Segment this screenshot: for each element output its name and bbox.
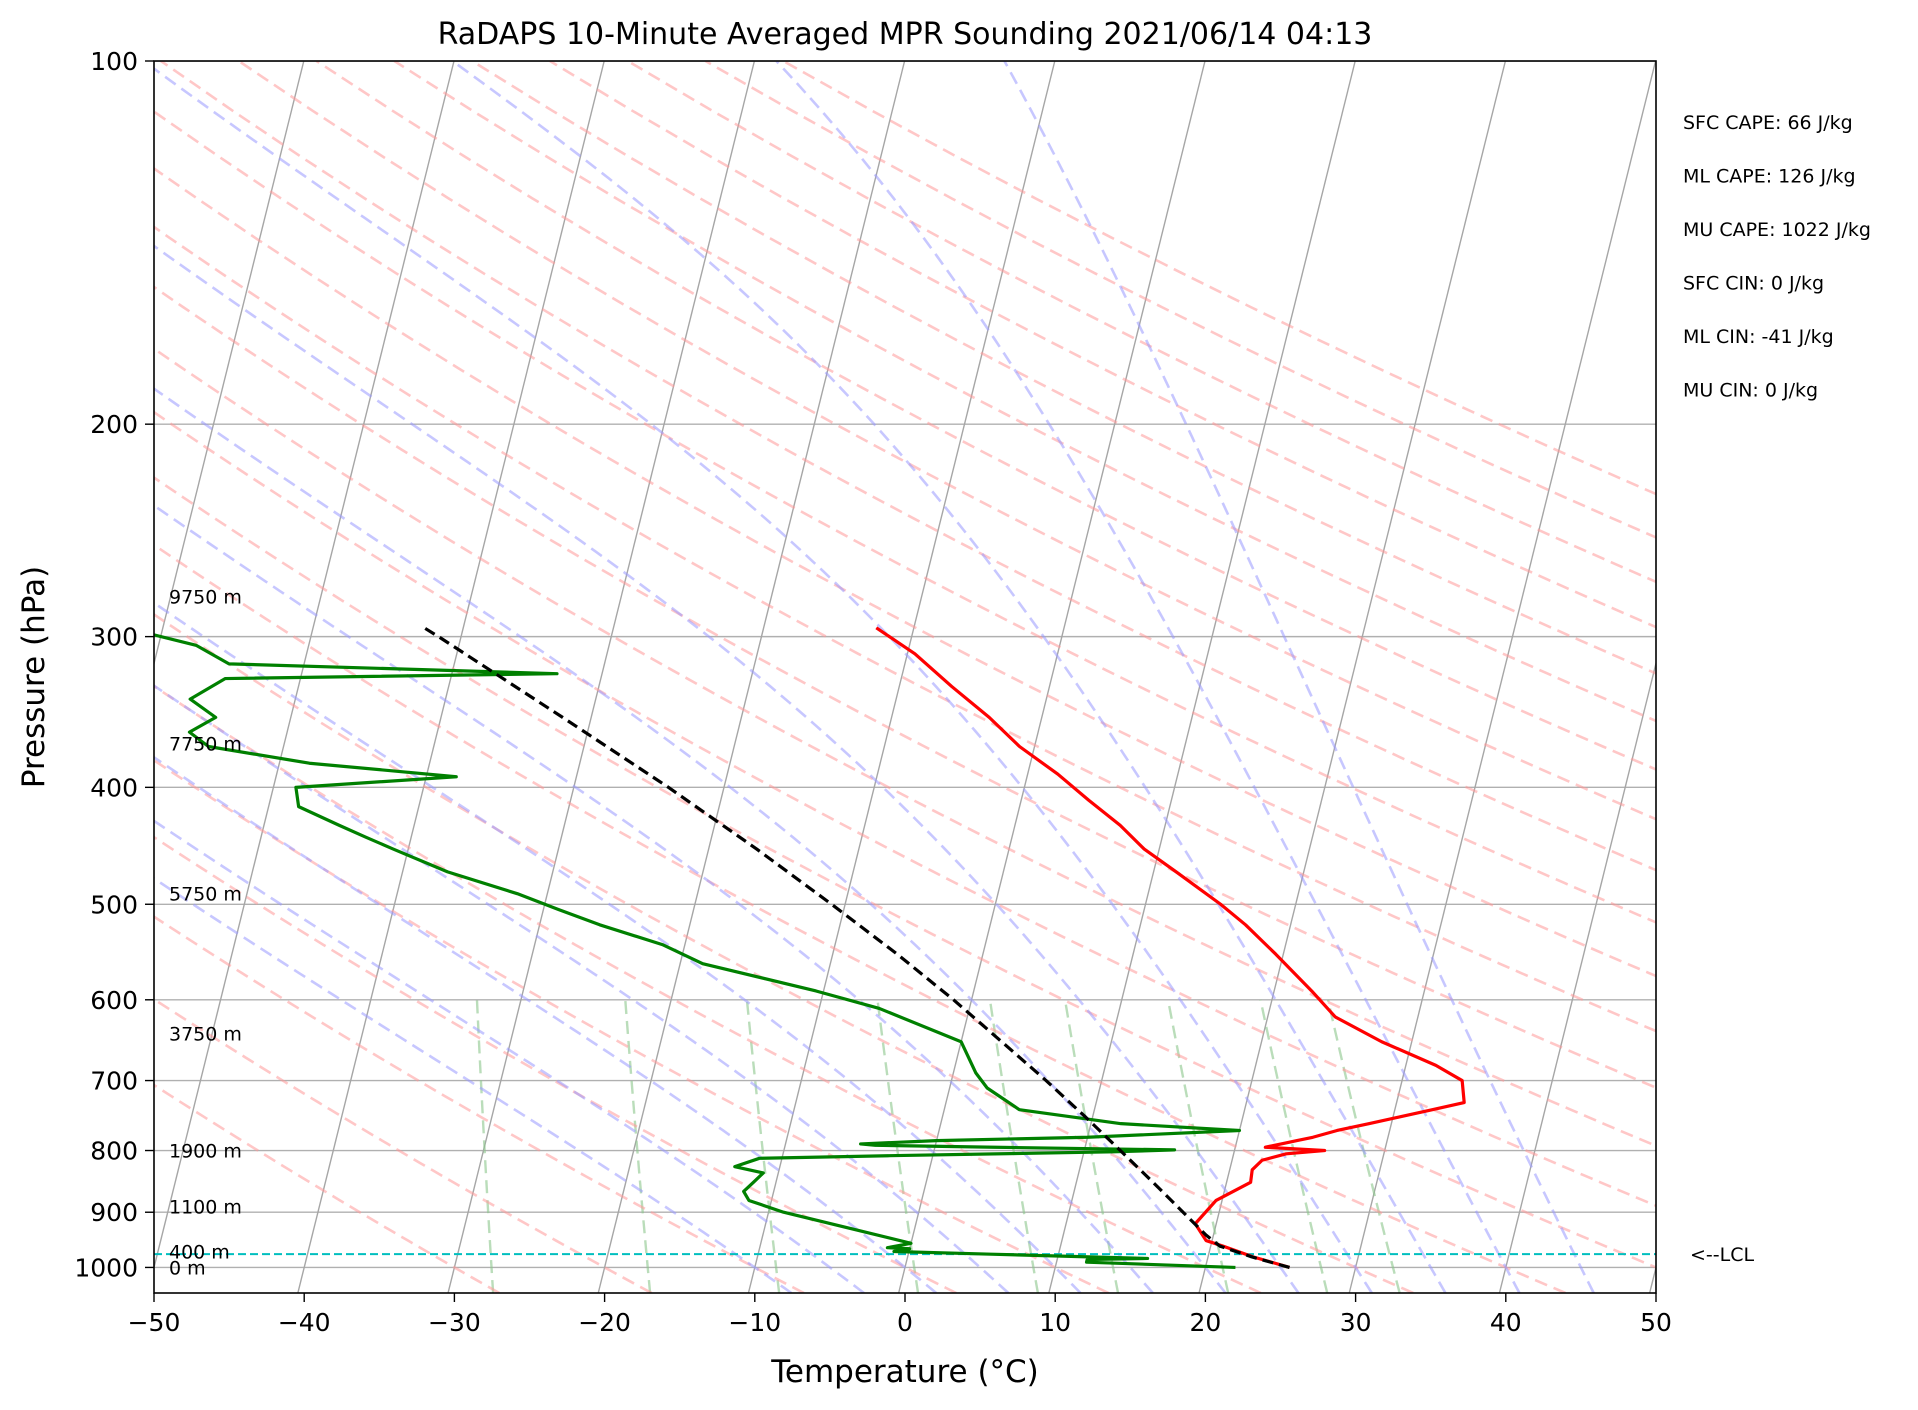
y-tick-label: 200	[90, 410, 138, 439]
height-label: 1100 m	[169, 1196, 242, 1218]
height-label: 0 m	[169, 1257, 206, 1279]
sounding-series	[154, 626, 1466, 1270]
isotherm-line	[897, 61, 1206, 1293]
y-tick-label: 1000	[74, 1253, 138, 1282]
moist-adiabat-line	[154, 819, 865, 1293]
y-tick-label: 500	[90, 890, 138, 919]
mixing-ratio-line	[475, 999, 495, 1293]
y-tick-label: 700	[90, 1067, 138, 1096]
chart-title: RaDAPS 10-Minute Averaged MPR Sounding 2…	[438, 17, 1373, 52]
dry-adiabat-line	[154, 225, 1656, 1033]
isotherm-line	[1348, 61, 1656, 1293]
x-tick-label: −30	[428, 1308, 481, 1337]
moist-adiabat-line	[154, 503, 1154, 1293]
isotherm-line	[154, 61, 305, 667]
moist-adiabat-line	[154, 244, 1300, 1293]
stability-index-text: ML CAPE: 126 J/kg	[1683, 166, 1856, 188]
x-tick-label: −20	[578, 1308, 631, 1337]
dewpoint-profile-line	[154, 633, 1242, 1270]
dry-adiabat-line	[154, 543, 1566, 1293]
y-tick-label: 800	[90, 1137, 138, 1166]
isobar-grid	[154, 61, 1656, 1269]
moist-adiabat-line	[154, 876, 793, 1293]
mixing-ratio-lines	[475, 999, 1401, 1293]
x-axis-label: Temperature (°C)	[770, 1354, 1039, 1390]
mixing-ratio-line	[988, 999, 1040, 1293]
dry-adiabat-line	[237, 61, 1656, 821]
moist-adiabat-line	[775, 61, 1521, 1293]
height-label: 5750 m	[169, 884, 242, 906]
dry-adiabat-line	[154, 476, 1656, 1269]
dry-adiabat-line	[154, 410, 1656, 1208]
isotherm-line	[1498, 660, 1656, 1293]
y-tick-label: 400	[90, 773, 138, 802]
isotherm-line	[447, 61, 756, 1293]
parcel-profile-line	[423, 626, 1290, 1269]
y-axis-ticks: 100 200 300 400 500 600 700 800 900 1000	[74, 47, 154, 1282]
stability-indices: SFC CAPE: 66 J/kg ML CAPE: 126 J/kg MU CAP…	[1683, 112, 1871, 402]
dry-adiabat-line	[154, 835, 957, 1293]
x-tick-label: 40	[1490, 1308, 1522, 1337]
dry-adiabat-line	[627, 61, 1656, 584]
dry-adiabat-line	[154, 758, 1110, 1293]
dry-adiabat-line	[160, 61, 1656, 872]
x-tick-label: 10	[1039, 1308, 1071, 1337]
temperature-profile-line	[875, 626, 1466, 1269]
dry-adiabat-line	[154, 166, 1656, 978]
stability-index-text: SFC CIN: 0 J/kg	[1683, 273, 1824, 295]
moist-adiabat-line	[1003, 61, 1595, 1293]
mixing-ratio-line	[1259, 999, 1329, 1293]
dry-adiabat-line	[393, 61, 1656, 723]
dry-adiabat-line	[154, 915, 805, 1293]
moist-adiabat-line	[451, 61, 1447, 1293]
y-axis-label: Pressure (hPa)	[16, 566, 52, 788]
height-label: 400 m	[169, 1242, 230, 1264]
dry-adiabat-line	[471, 61, 1656, 675]
isotherm-line	[597, 61, 906, 1293]
mixing-ratio-line	[1166, 999, 1230, 1293]
stability-index-text: ML CIN: -41 J/kg	[1683, 326, 1834, 348]
x-tick-label: 0	[897, 1308, 913, 1337]
isotherm-line	[747, 61, 1056, 1293]
height-label: 9750 m	[169, 587, 242, 609]
x-tick-label: 20	[1189, 1308, 1221, 1337]
stability-index-text: MU CAPE: 1022 J/kg	[1683, 219, 1871, 241]
x-tick-label: −50	[128, 1308, 181, 1337]
height-label: 1900 m	[169, 1141, 242, 1163]
x-tick-label: 50	[1640, 1308, 1672, 1337]
moist-adiabat-line	[154, 67, 1373, 1293]
height-label: 3750 m	[169, 1024, 242, 1046]
y-tick-label: 100	[90, 47, 138, 76]
y-tick-label: 300	[90, 623, 138, 652]
mixing-ratio-line	[1326, 999, 1401, 1293]
isotherm-line	[297, 61, 605, 1293]
y-tick-label: 900	[90, 1198, 138, 1227]
x-tick-label: 30	[1340, 1308, 1372, 1337]
height-label: 7750 m	[169, 734, 242, 756]
moist-adiabat-line	[154, 387, 1227, 1293]
x-axis-ticks: −50 −40 −30 −20 −10 0 10 20 30 40 50	[128, 1293, 1672, 1337]
mixing-ratio-line	[745, 999, 781, 1293]
lcl-label: <--LCL	[1690, 1244, 1754, 1266]
mixing-ratio-line	[876, 999, 920, 1293]
x-tick-label: −40	[278, 1308, 331, 1337]
dry-adiabat-line	[154, 684, 1262, 1293]
stability-index-text: MU CIN: 0 J/kg	[1683, 380, 1818, 402]
x-tick-label: −10	[728, 1308, 781, 1337]
mixing-ratio-line	[624, 999, 652, 1293]
dry-adiabat-line	[154, 1083, 500, 1293]
moist-adiabat-line	[154, 601, 1082, 1293]
moist-adiabats	[154, 61, 1595, 1293]
mixing-ratio-line	[1063, 999, 1120, 1293]
stability-index-text: SFC CAPE: 66 J/kg	[1683, 112, 1853, 134]
moist-adiabat-line	[154, 755, 938, 1293]
y-tick-label: 600	[90, 986, 138, 1015]
moist-adiabat-line	[154, 684, 1010, 1293]
dry-adiabat-line	[154, 347, 1656, 1148]
isotherm-line	[1048, 61, 1356, 1293]
